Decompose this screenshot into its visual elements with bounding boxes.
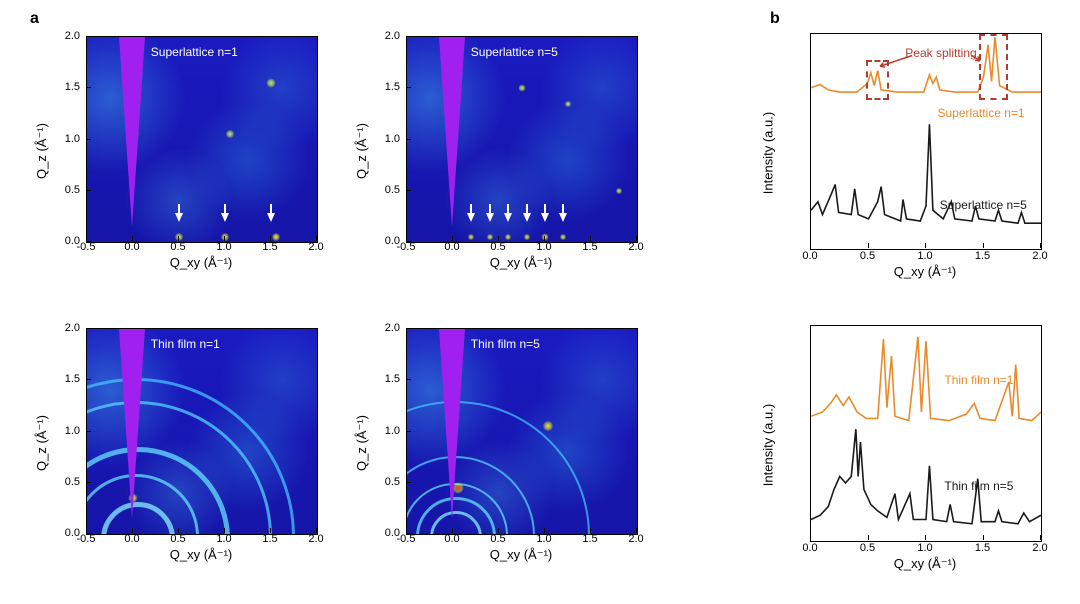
- y-axis-label: Q_z (Å⁻¹): [34, 415, 50, 471]
- intensity-hotspot: [226, 130, 234, 138]
- axes-box: Thin film n=1: [86, 328, 318, 535]
- panel-letter-a: a: [30, 10, 39, 28]
- y-axis-label: Q_z (Å⁻¹): [354, 123, 370, 179]
- panel-label: Thin film n=5: [471, 337, 540, 351]
- arrow-down-icon: [467, 213, 475, 222]
- arrow-down-icon: [221, 213, 229, 222]
- beamstop-shadow: [119, 37, 145, 227]
- arrow-down-icon: [541, 213, 549, 222]
- y-tick-labels: 0.00.51.01.52.0: [56, 328, 84, 533]
- series-orange-label: Thin film n=1: [944, 373, 1013, 387]
- x-axis-label: Q_xy (Å⁻¹): [810, 264, 1040, 280]
- series-orange-label: Superlattice n=1: [938, 106, 1025, 120]
- x-axis-label: Q_xy (Å⁻¹): [86, 547, 316, 563]
- x-tick-labels: -0.50.00.51.01.52.0: [406, 533, 636, 547]
- y-axis-label: Q_z (Å⁻¹): [34, 123, 50, 179]
- y-tick-labels: 0.00.51.01.52.0: [376, 328, 404, 533]
- x-axis-label: Q_xy (Å⁻¹): [810, 556, 1040, 572]
- arrow-down-icon: [175, 213, 183, 222]
- axes-box: Thin film n=5: [406, 328, 638, 535]
- heatmap-thinfilm-n5: Q_z (Å⁻¹) 0.00.51.01.52.0 Thin film n=5 …: [360, 320, 643, 565]
- y-axis-label: Q_z (Å⁻¹): [354, 415, 370, 471]
- heatmap-thinfilm-n1: Q_z (Å⁻¹) 0.00.51.01.52.0 Thin film n=1 …: [40, 320, 323, 565]
- intensity-hotspot: [519, 85, 526, 92]
- y-axis-label: Intensity (a.u.): [761, 403, 776, 485]
- intensity-hotspot: [543, 421, 553, 431]
- y-tick-labels: 0.00.51.01.52.0: [56, 36, 84, 241]
- series-black: [811, 429, 1041, 524]
- peak-splitting-box: [866, 60, 888, 101]
- x-tick-labels: 0.00.51.01.52.0: [810, 542, 1040, 556]
- axes-box: Superlattice n=5: [406, 36, 638, 243]
- peak-splitting-annotation: Peak splitting: [905, 46, 976, 60]
- y-axis-label: Intensity (a.u.): [761, 111, 776, 193]
- panel-label: Superlattice n=5: [471, 45, 558, 59]
- intensity-hotspot: [524, 234, 530, 240]
- panel-label: Thin film n=1: [151, 337, 220, 351]
- intensity-hotspot: [468, 234, 474, 240]
- y-tick-labels: 0.00.51.01.52.0: [376, 36, 404, 241]
- intensity-hotspot: [175, 233, 183, 241]
- intensity-hotspot: [542, 233, 549, 240]
- intensity-hotspot: [616, 188, 622, 194]
- intensity-hotspot: [560, 234, 566, 240]
- axes-box: Superlattice n=1 Superlattice n=5 Peak spl…: [810, 33, 1042, 250]
- arrow-down-icon: [504, 213, 512, 222]
- heatmap-superlattice-n5: Q_z (Å⁻¹) 0.00.51.01.52.0 Superlattice n…: [360, 28, 643, 273]
- linechart-superlattice: Intensity (a.u.) Superlattice n=1Superla…: [768, 25, 1048, 280]
- axes-box: Superlattice n=1: [86, 36, 318, 243]
- arrow-down-icon: [486, 213, 494, 222]
- heatmap-superlattice-n1: Q_z (Å⁻¹) 0.00.51.01.52.0 Superlattice n…: [40, 28, 323, 273]
- linechart-thinfilm: Intensity (a.u.) Thin film n=1Thin film …: [768, 317, 1048, 572]
- arrow-down-icon: [523, 213, 531, 222]
- intensity-hotspot: [565, 101, 571, 107]
- intensity-hotspot: [272, 233, 280, 241]
- intensity-hotspot: [505, 234, 511, 240]
- beamstop-shadow: [439, 37, 465, 227]
- arrow-down-icon: [559, 213, 567, 222]
- x-tick-labels: -0.50.00.51.01.52.0: [86, 241, 316, 255]
- intensity-hotspot: [267, 79, 276, 88]
- panel-label: Superlattice n=1: [151, 45, 238, 59]
- arrow-down-icon: [267, 213, 275, 222]
- x-axis-label: Q_xy (Å⁻¹): [406, 547, 636, 563]
- x-axis-label: Q_xy (Å⁻¹): [406, 255, 636, 271]
- chart-svg: [811, 326, 1041, 541]
- beamstop-shadow: [439, 329, 465, 519]
- x-tick-labels: -0.50.00.51.01.52.0: [406, 241, 636, 255]
- axes-box: Thin film n=1 Thin film n=5: [810, 325, 1042, 542]
- beamstop-shadow: [119, 329, 145, 519]
- intensity-hotspot: [487, 234, 493, 240]
- peak-splitting-box: [979, 34, 1008, 100]
- intensity-hotspot: [221, 233, 229, 241]
- x-axis-label: Q_xy (Å⁻¹): [86, 255, 316, 271]
- x-tick-labels: -0.50.00.51.01.52.0: [86, 533, 316, 547]
- series-black-label: Thin film n=5: [944, 479, 1013, 493]
- x-tick-labels: 0.00.51.01.52.0: [810, 250, 1040, 264]
- series-black-label: Superlattice n=5: [940, 198, 1027, 212]
